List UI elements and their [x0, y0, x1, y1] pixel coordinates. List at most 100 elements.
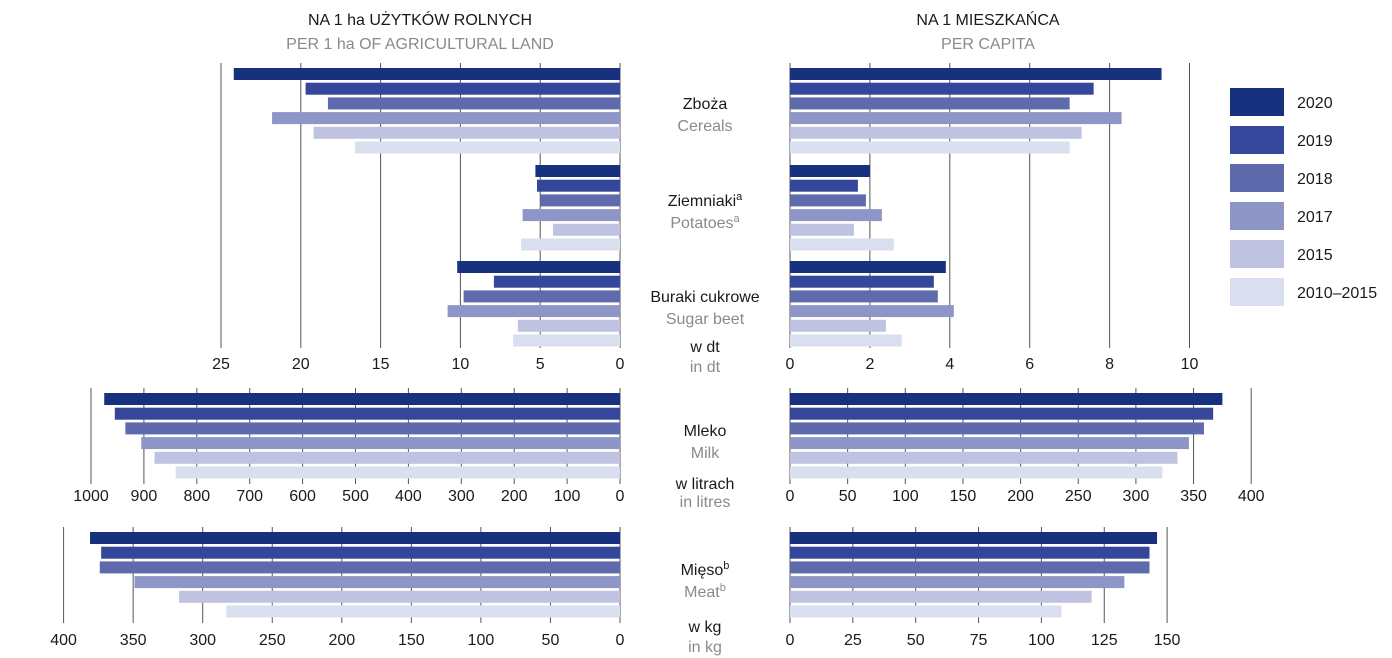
- right-tick-label: 4: [945, 356, 954, 373]
- left-tick-label: 50: [542, 632, 560, 649]
- legend-swatch-3: [1230, 202, 1284, 230]
- unit-label-en: in litres: [680, 494, 731, 511]
- right-bar-top-0-1: [790, 82, 1094, 95]
- left-bar-top-1-2: [540, 194, 620, 207]
- legend-swatch-1: [1230, 126, 1284, 154]
- category-label-pl: Mleko: [684, 423, 727, 440]
- left-bar-top-0-0: [233, 68, 620, 80]
- left-bar-top-2-3: [447, 305, 620, 318]
- right-tick-label: 10: [1181, 356, 1199, 373]
- left-bar-meat-0-1: [101, 546, 621, 559]
- left-bar-top-2-0: [457, 261, 620, 273]
- right-bar-meat-0-1: [790, 546, 1150, 559]
- right-bar-meat-0-4: [790, 590, 1092, 603]
- right-tick-label: 100: [1028, 632, 1055, 649]
- category-label-en: Potatoesa: [670, 213, 740, 232]
- right-bar-top-2-0: [790, 261, 946, 273]
- right-bar-top-1-5: [790, 238, 894, 251]
- left-tick-label: 1000: [73, 488, 109, 505]
- left-tick-label: 400: [50, 632, 77, 649]
- left-tick-label: 300: [189, 632, 216, 649]
- right-tick-label: 150: [950, 488, 977, 505]
- left-bar-top-1-4: [552, 223, 620, 236]
- right-bar-top-0-4: [790, 126, 1082, 139]
- category-label-en: Sugar beet: [666, 311, 745, 328]
- left-bar-top-1-3: [522, 209, 620, 222]
- panel-milk: 1000 900 800 700 600 500 400 300 200 100 0 0 50 100 15…: [73, 388, 1265, 511]
- right-bar-milk-0-1: [790, 407, 1214, 420]
- category-label-pl: Ziemniakia: [668, 191, 743, 210]
- right-tick-label: 8: [1105, 356, 1114, 373]
- right-bar-meat-0-5: [790, 605, 1062, 618]
- right-bar-milk-0-4: [790, 451, 1178, 464]
- left-tick-label: 0: [616, 632, 625, 649]
- left-bar-milk-0-0: [104, 393, 621, 405]
- unit-label-pl: w dt: [689, 339, 720, 356]
- left-bar-meat-0-5: [226, 605, 621, 618]
- right-tick-label: 6: [1025, 356, 1034, 373]
- right-bar-top-2-3: [790, 305, 954, 318]
- right-bar-meat-0-0: [790, 532, 1158, 544]
- left-tick-label: 25: [212, 356, 230, 373]
- category-label-en: Milk: [691, 445, 720, 462]
- right-tick-label: 300: [1123, 488, 1150, 505]
- left-bar-top-1-0: [535, 165, 620, 177]
- panel-top: 25 20 15 10 5 0 0 2 4 6 8 10 Zboża Cereals Ziemniakia P…: [212, 63, 1199, 376]
- legend-label-1: 2019: [1297, 133, 1333, 150]
- left-bar-meat-0-2: [99, 561, 621, 574]
- right-bar-top-0-0: [790, 68, 1162, 80]
- left-tick-label: 400: [395, 488, 422, 505]
- right-bar-milk-0-3: [790, 437, 1189, 450]
- left-bar-top-1-5: [521, 238, 620, 251]
- left-tick-label: 5: [536, 356, 545, 373]
- left-bar-milk-0-1: [114, 407, 621, 420]
- left-header-pl: NA 1 ha UŻYTKÓW ROLNYCH: [308, 10, 532, 29]
- right-tick-label: 0: [786, 356, 795, 373]
- legend-label-2: 2018: [1297, 171, 1333, 188]
- left-tick-label: 350: [120, 632, 147, 649]
- left-tick-label: 500: [342, 488, 369, 505]
- right-tick-label: 350: [1180, 488, 1207, 505]
- left-tick-label: 0: [616, 488, 625, 505]
- right-tick-label: 200: [1007, 488, 1034, 505]
- right-bar-top-1-4: [790, 223, 854, 236]
- left-bar-top-1-1: [537, 179, 620, 192]
- right-bar-top-0-3: [790, 112, 1122, 125]
- right-tick-label: 50: [907, 632, 925, 649]
- right-header-en: PER CAPITA: [941, 36, 1035, 53]
- right-tick-label: 125: [1091, 632, 1118, 649]
- right-tick-label: 0: [786, 632, 795, 649]
- right-bar-meat-0-3: [790, 576, 1125, 589]
- legend-label-3: 2017: [1297, 209, 1333, 226]
- right-tick-label: 400: [1238, 488, 1265, 505]
- right-bar-milk-0-2: [790, 422, 1204, 435]
- left-tick-label: 10: [452, 356, 470, 373]
- category-label-pl: Zboża: [683, 96, 728, 113]
- right-bar-top-0-5: [790, 141, 1070, 154]
- left-bar-top-2-5: [513, 334, 620, 347]
- left-tick-label: 200: [501, 488, 528, 505]
- left-tick-label: 700: [236, 488, 263, 505]
- left-tick-label: 0: [616, 356, 625, 373]
- plots: 25 20 15 10 5 0 0 2 4 6 8 10ZbożaCerealsZiemniakiaP…: [50, 63, 1265, 656]
- right-bar-top-1-2: [790, 194, 866, 207]
- right-bar-top-2-5: [790, 334, 902, 347]
- left-bar-milk-0-5: [175, 466, 620, 479]
- left-bar-meat-0-3: [134, 576, 620, 589]
- right-bar-meat-0-2: [790, 561, 1150, 574]
- left-bar-top-0-1: [305, 82, 620, 95]
- left-bar-top-2-2: [463, 290, 620, 303]
- legend-swatch-0: [1230, 88, 1284, 116]
- left-tick-label: 600: [289, 488, 316, 505]
- left-tick-label: 900: [131, 488, 158, 505]
- right-tick-label: 0: [786, 488, 795, 505]
- left-bar-milk-0-3: [141, 437, 620, 450]
- right-bar-top-2-2: [790, 290, 938, 303]
- category-label-en: Meatb: [684, 582, 726, 601]
- right-bar-top-1-1: [790, 179, 858, 192]
- left-bar-top-0-3: [272, 112, 620, 125]
- unit-label-en: in kg: [688, 639, 722, 656]
- right-bar-milk-0-5: [790, 466, 1163, 479]
- left-tick-label: 20: [292, 356, 310, 373]
- unit-label-pl: w litrach: [675, 476, 735, 493]
